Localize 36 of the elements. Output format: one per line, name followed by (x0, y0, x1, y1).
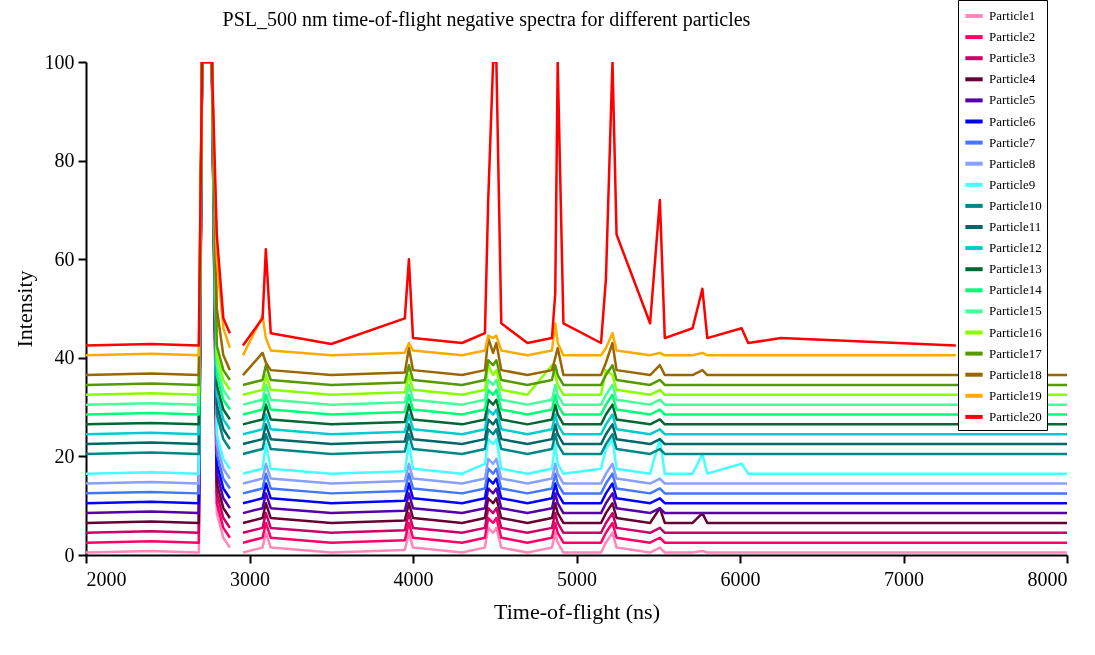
legend-label: Particle16 (989, 324, 1043, 340)
legend-label: Particle3 (989, 50, 1036, 66)
y-tick-label: 40 (54, 346, 75, 369)
y-tick-label: 80 (54, 149, 75, 172)
legend-label: Particle5 (989, 92, 1036, 108)
legend-label: Particle14 (989, 282, 1043, 298)
y-tick-label: 20 (54, 444, 75, 467)
legend-label: Particle20 (989, 408, 1042, 424)
y-tick-label: 60 (54, 247, 75, 270)
y-axis-title: Intensity (11, 270, 37, 348)
legend-label: Particle17 (989, 345, 1043, 361)
legend-label: Particle7 (989, 134, 1036, 150)
x-tick-label: 5000 (557, 567, 597, 590)
chart-title: PSL_500 nm time-of-flight negative spectra for different particles (222, 7, 751, 31)
x-tick-label: 3000 (230, 567, 270, 590)
x-tick-label: 2000 (86, 567, 127, 590)
legend-label: Particle12 (989, 240, 1042, 256)
x-tick-label: 7000 (884, 567, 924, 590)
x-tick-label: 8000 (1027, 567, 1068, 590)
legend-label: Particle10 (989, 197, 1042, 213)
legend-label: Particle1 (989, 8, 1036, 23)
legend-label: Particle19 (989, 387, 1042, 403)
legend-label: Particle13 (989, 261, 1042, 277)
legend-label: Particle8 (989, 155, 1036, 171)
legend-label: Particle9 (989, 176, 1036, 192)
x-axis-title: Time-of-flight (ns) (493, 598, 661, 624)
y-tick-label: 0 (64, 543, 75, 566)
x-tick-label: 4000 (393, 567, 434, 590)
series-label: Particle18 (989, 366, 1042, 382)
legend-label: Particle2 (989, 29, 1036, 45)
legend-label: Particle4 (989, 71, 1036, 87)
legend-label: Particle15 (989, 303, 1042, 319)
x-tick-label: 6000 (720, 567, 761, 590)
legend-label: Particle11 (989, 219, 1042, 234)
legend-label: Particle6 (989, 113, 1036, 129)
y-tick-label: 100 (44, 50, 75, 73)
